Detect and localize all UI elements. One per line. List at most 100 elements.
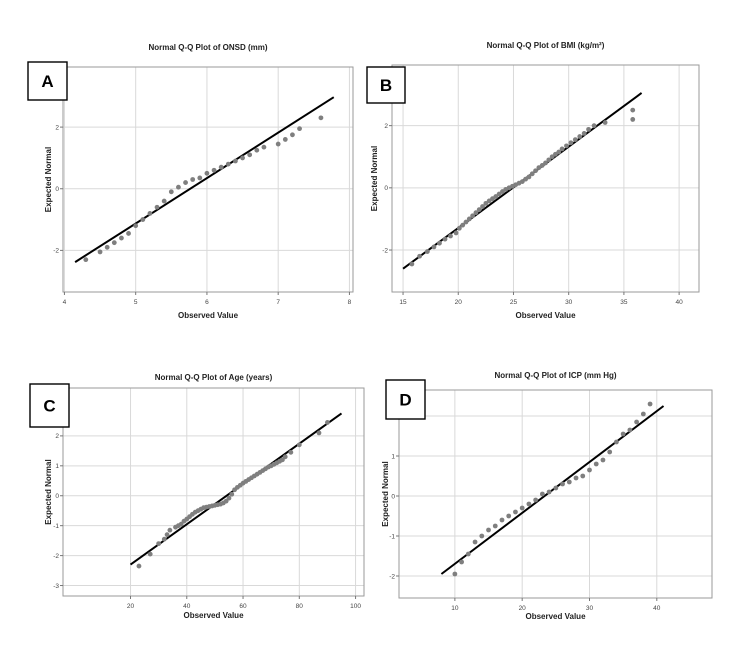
- data-point: [448, 233, 453, 239]
- data-point: [546, 489, 552, 495]
- data-point: [204, 170, 210, 176]
- y-tick-label: -1: [53, 523, 59, 530]
- data-point: [591, 123, 597, 129]
- data-point: [452, 571, 458, 577]
- plot-frame: [62, 66, 354, 293]
- data-point: [539, 491, 545, 497]
- data-point: [282, 454, 288, 460]
- data-point: [442, 236, 448, 242]
- data-point: [533, 497, 539, 503]
- data-point: [104, 244, 110, 250]
- data-point: [140, 217, 146, 222]
- plot-frame: [391, 64, 700, 293]
- x-tick-label: 20: [455, 299, 463, 306]
- data-point: [640, 411, 646, 417]
- data-point: [456, 225, 462, 231]
- data-point: [614, 439, 619, 445]
- data-point: [580, 473, 586, 479]
- x-tick-label: 10: [451, 605, 459, 612]
- data-point: [463, 219, 469, 225]
- plot-frame: [62, 387, 365, 597]
- y-axis-label: Expected Normal: [381, 461, 390, 526]
- data-point: [553, 485, 559, 491]
- x-tick-label: 20: [127, 603, 135, 610]
- data-point: [226, 495, 232, 501]
- data-point: [573, 475, 579, 481]
- data-point: [97, 249, 103, 255]
- data-point: [111, 240, 117, 246]
- x-tick-label: 40: [676, 299, 684, 306]
- data-point: [164, 532, 170, 538]
- data-point: [282, 137, 288, 142]
- data-point: [486, 527, 491, 533]
- data-point: [564, 143, 569, 149]
- x-tick-label: 15: [399, 299, 407, 306]
- data-point: [526, 501, 532, 507]
- data-point: [218, 164, 224, 170]
- chart-title: Normal Q-Q Plot of ICP (mm Hg): [494, 371, 616, 380]
- data-point: [519, 505, 525, 511]
- data-point: [634, 419, 640, 425]
- data-point: [417, 253, 423, 259]
- data-point: [154, 204, 160, 210]
- y-tick-label: -2: [53, 248, 59, 255]
- data-point: [240, 155, 245, 161]
- data-point: [183, 180, 188, 185]
- chart-title: Normal Q-Q Plot of BMI (kg/m²): [487, 41, 605, 50]
- chart-title: Normal Q-Q Plot of Age (years): [155, 373, 273, 382]
- data-point: [492, 523, 498, 529]
- y-tick-label: -2: [53, 553, 59, 560]
- x-tick-label: 30: [565, 299, 573, 306]
- data-point: [630, 107, 636, 113]
- y-tick-label: 2: [55, 433, 59, 440]
- data-point: [539, 163, 545, 168]
- data-point: [476, 207, 482, 212]
- y-tick-label: -1: [389, 533, 395, 540]
- x-tick-label: 100: [350, 603, 361, 610]
- x-tick-label: 4: [63, 299, 67, 306]
- data-point: [543, 160, 548, 166]
- panel-label-box: [366, 66, 406, 104]
- data-point: [225, 161, 231, 167]
- data-point: [549, 154, 555, 160]
- data-point: [437, 240, 442, 246]
- panel-label: A: [41, 72, 53, 91]
- y-tick-label: 1: [391, 453, 395, 460]
- data-point: [465, 551, 471, 557]
- data-point: [297, 126, 302, 132]
- y-tick-label: 0: [391, 493, 395, 500]
- x-tick-label: 35: [620, 299, 628, 306]
- y-axis-label: Expected Normal: [44, 147, 53, 212]
- data-point: [126, 231, 131, 236]
- reference-line: [440, 405, 665, 575]
- y-tick-label: -3: [53, 583, 59, 590]
- x-tick-label: 6: [205, 299, 209, 306]
- data-point: [223, 498, 229, 504]
- data-point: [147, 211, 153, 216]
- data-point: [316, 430, 322, 436]
- data-point: [460, 222, 466, 228]
- x-tick-label: 5: [134, 299, 138, 306]
- data-point: [499, 517, 505, 523]
- data-point: [161, 198, 167, 204]
- data-point: [453, 230, 459, 236]
- data-point: [493, 194, 499, 199]
- data-point: [472, 539, 478, 545]
- data-point: [147, 551, 153, 557]
- data-point: [602, 120, 608, 125]
- panel-label: B: [380, 76, 392, 95]
- data-point: [197, 175, 203, 181]
- data-point: [506, 513, 512, 519]
- x-axis-label: Observed Value: [515, 311, 576, 320]
- data-point: [526, 174, 532, 180]
- data-point: [178, 521, 184, 527]
- chart-title: Normal Q-Q Plot of ONSD (mm): [148, 43, 267, 52]
- data-point: [156, 541, 162, 547]
- x-tick-label: 80: [296, 603, 304, 610]
- data-point: [568, 140, 574, 146]
- data-point: [167, 527, 173, 533]
- data-point: [119, 235, 124, 241]
- data-point: [470, 213, 476, 219]
- data-point: [318, 115, 324, 121]
